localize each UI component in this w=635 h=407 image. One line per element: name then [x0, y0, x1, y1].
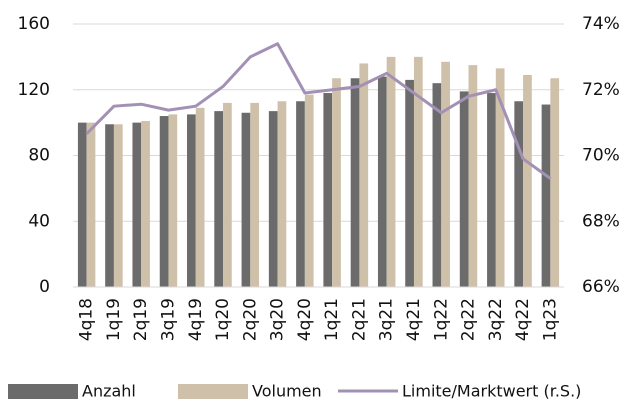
x-tick-label: 1q19 [104, 298, 124, 341]
bar [304, 94, 314, 288]
x-tick-label: 4q19 [186, 298, 206, 341]
bar [159, 116, 169, 287]
legend-label: Volumen [252, 382, 322, 401]
bar [77, 122, 87, 287]
y-tick-label: 80 [28, 146, 50, 166]
bar [214, 111, 224, 288]
y2-tick-label: 72% [582, 80, 620, 100]
bar [105, 124, 114, 287]
x-tick-label: 1q22 [431, 298, 451, 341]
y2-tick-label: 70% [582, 146, 620, 166]
bar [350, 78, 360, 288]
bar [487, 93, 496, 287]
bar [514, 101, 524, 287]
bar [113, 124, 123, 287]
bar [432, 83, 442, 287]
x-tick-label: 2q22 [459, 298, 479, 341]
y2-tick-label: 74% [582, 14, 620, 34]
bar [296, 101, 305, 287]
bar [195, 107, 205, 287]
bar [550, 78, 560, 288]
bar [386, 56, 396, 287]
x-tick-label: 2q20 [240, 298, 260, 341]
y-tick-label: 160 [18, 14, 50, 34]
legend-label: Anzahl [82, 382, 136, 401]
bar [377, 76, 387, 287]
bar [541, 104, 551, 287]
bar [268, 111, 278, 288]
x-tick-label: 4q18 [77, 298, 97, 341]
x-tick-label: 1q20 [213, 298, 233, 341]
bar [405, 79, 414, 287]
line [85, 42, 552, 180]
bar [141, 120, 150, 287]
x-tick-label: 4q20 [295, 298, 315, 341]
bar [168, 114, 178, 287]
x-tick-label: 4q21 [404, 298, 424, 341]
x-tick-label: 4q22 [513, 298, 533, 341]
x-tick-label: 3q22 [486, 298, 506, 341]
bar [323, 93, 333, 287]
x-tick-label: 3q21 [377, 298, 397, 341]
bar [523, 74, 532, 287]
y2-tick-label: 68% [582, 211, 620, 231]
bar [332, 78, 341, 288]
bar [413, 56, 423, 287]
bar [359, 63, 369, 288]
bar [495, 68, 505, 287]
legend-swatch [178, 384, 248, 399]
y-tick-label: 120 [18, 80, 50, 100]
x-tick-label: 3q19 [158, 298, 178, 341]
legend-swatch [8, 384, 78, 399]
x-tick-label: 3q20 [268, 298, 288, 341]
bar [86, 122, 96, 287]
bar [441, 61, 450, 288]
y-tick-label: 40 [28, 211, 50, 231]
x-tick-label: 2q21 [349, 298, 369, 341]
bar [132, 122, 142, 287]
x-tick-label: 1q21 [322, 298, 342, 341]
bar [277, 101, 287, 287]
bar [459, 91, 469, 287]
bar [241, 112, 251, 287]
bar [187, 114, 196, 287]
bar [223, 102, 232, 288]
y-tick-label: 0 [39, 277, 50, 297]
y2-tick-label: 66% [582, 277, 620, 297]
legend-label: Limite/Marktwert (r.S.) [402, 382, 581, 401]
x-tick-label: 1q23 [540, 298, 560, 341]
bar [250, 102, 260, 288]
x-tick-label: 2q19 [131, 298, 151, 341]
bar [468, 65, 478, 287]
